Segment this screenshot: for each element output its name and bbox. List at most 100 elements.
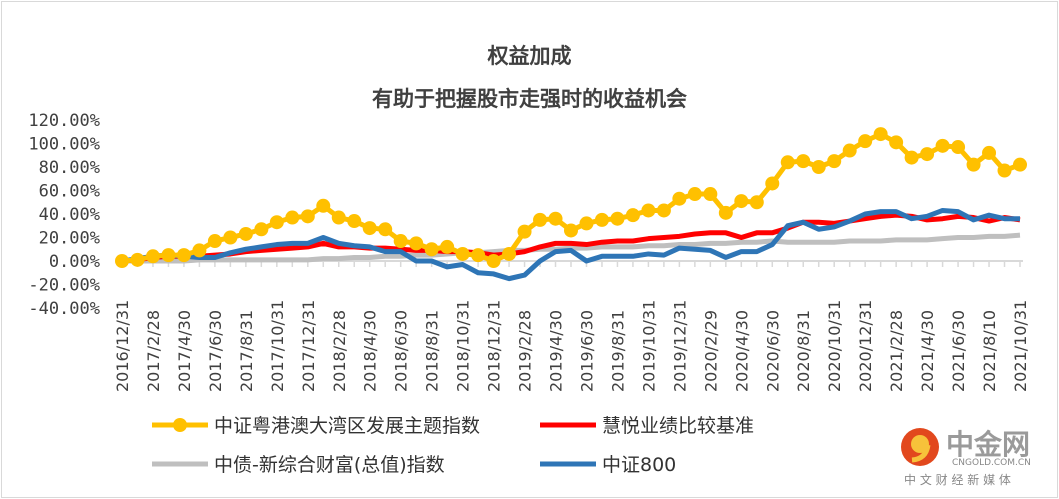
- series-0-point: [920, 147, 935, 162]
- x-tick-label: 2018/8/31: [423, 310, 442, 392]
- series-0-point: [502, 246, 517, 261]
- series-0-point: [718, 205, 733, 220]
- series-0-point: [672, 191, 687, 206]
- series-0-point: [811, 160, 826, 174]
- series-0-point: [548, 211, 563, 226]
- series-0-point: [347, 214, 362, 229]
- x-tick-label: 2018/10/31: [454, 300, 473, 392]
- series-0-point: [873, 127, 888, 142]
- legend-label: 中证粤港澳大湾区发展主题指数: [214, 415, 481, 437]
- series-0-point: [254, 222, 269, 237]
- legend-line-gray-icon: [152, 461, 208, 466]
- logo-icon: [901, 428, 939, 466]
- y-tick-label: 100.00%: [28, 135, 100, 155]
- series-0-point: [316, 198, 331, 213]
- series-line-3: [121, 207, 1020, 282]
- series-0-point: [440, 239, 455, 254]
- series-0-point: [687, 187, 702, 202]
- series-0-point: [564, 223, 578, 238]
- series-0-point: [471, 248, 486, 263]
- series-0-point: [130, 252, 145, 267]
- series-0-point: [951, 140, 966, 155]
- series-0-point: [827, 154, 842, 169]
- legend-label: 中债-新综合财富(总值)指数: [214, 454, 445, 476]
- series-0-point: [889, 135, 904, 150]
- series-0-point: [176, 248, 191, 263]
- x-tick-label: 2018/2/28: [330, 310, 349, 392]
- x-tick-label: 2017/2/28: [144, 310, 163, 392]
- series-0-point: [331, 210, 346, 225]
- legend-item-1: 慧悦业绩比较基准: [540, 411, 754, 438]
- y-tick-label: -40.00%: [28, 299, 100, 319]
- chart-title: 权益加成: [487, 44, 572, 68]
- x-tick-label: 2018/6/30: [392, 310, 411, 392]
- series-0-point: [734, 194, 749, 209]
- legend-line-blue-icon: [540, 461, 596, 466]
- series-0-point: [238, 226, 253, 241]
- x-tick-label: 2020/6/30: [763, 310, 782, 392]
- x-tick-label: 2020/12/31: [856, 300, 875, 392]
- legend-item-0: 中证粤港澳大湾区发展主题指数: [152, 411, 480, 438]
- watermark-logo: 中金网 CNGOLD.COM.CN 中 文 财 经 新 媒 体: [900, 425, 1050, 495]
- x-tick-label: 2021/10/31: [1011, 300, 1030, 392]
- series-0-point: [269, 215, 284, 230]
- x-tick-label: 2020/10/31: [825, 300, 844, 392]
- series-0-point: [625, 208, 640, 223]
- series-0-point: [594, 212, 609, 227]
- series-0-point: [610, 211, 625, 226]
- legend-item-3: 中证800: [540, 450, 676, 477]
- series-0-point: [1013, 157, 1027, 172]
- series-0-point: [393, 234, 408, 249]
- legend-marker-yellow-icon: [152, 417, 208, 432]
- series-0-point: [145, 249, 160, 264]
- series-0-point: [207, 234, 222, 249]
- x-tick-label: 2017/8/31: [237, 310, 256, 392]
- series-0-point: [982, 145, 997, 160]
- chart-subtitle: 有助于把握股市走强时的收益机会: [372, 87, 687, 111]
- series-0-point: [765, 176, 780, 191]
- series-0-point: [904, 150, 919, 165]
- series-0-point: [780, 155, 795, 170]
- series-0-point: [703, 187, 718, 202]
- x-tick-label: 2019/6/30: [577, 310, 596, 392]
- series-0-point: [285, 210, 300, 225]
- x-tick-label: 2019/10/31: [639, 300, 658, 392]
- x-tick-label: 2018/12/31: [485, 300, 504, 392]
- series-0-point: [486, 254, 501, 268]
- x-tick-label: 2021/2/28: [887, 310, 906, 392]
- series-0-point: [517, 224, 532, 239]
- series-0-point: [378, 222, 393, 237]
- y-tick-label: 0.00%: [49, 252, 100, 272]
- x-tick-label: 2017/12/31: [299, 300, 318, 392]
- x-tick-label: 2020/8/31: [794, 310, 813, 392]
- series-0-point: [300, 209, 315, 224]
- x-tick-label: 2020/4/30: [732, 310, 751, 392]
- y-tick-label: 120.00%: [28, 111, 100, 131]
- legend-item-2: 中债-新综合财富(总值)指数: [152, 450, 445, 477]
- series-0-point: [409, 236, 424, 251]
- series-0-point: [192, 243, 207, 258]
- y-tick-label: -20.00%: [28, 276, 100, 296]
- logo-domain: CNGOLD.COM.CN: [952, 458, 1031, 468]
- series-0-point: [161, 248, 176, 263]
- series-0-point: [424, 242, 439, 257]
- x-tick-label: 2019/8/31: [608, 310, 627, 392]
- y-tick-label: 80.00%: [39, 158, 100, 178]
- series-0-point: [579, 216, 594, 231]
- series-0-point: [223, 230, 238, 245]
- series-0-point: [533, 212, 548, 227]
- legend-label: 慧悦业绩比较基准: [602, 415, 755, 437]
- series-0-point: [115, 254, 129, 268]
- series-0-point: [997, 163, 1012, 178]
- x-tick-label: 2019/4/30: [547, 310, 566, 392]
- series-0-point: [935, 138, 950, 153]
- series-line-1: [121, 212, 1021, 264]
- series-0-point: [455, 246, 470, 261]
- series-0-point: [656, 203, 671, 218]
- x-tick-label: 2021/8/10: [980, 310, 999, 392]
- x-tick-label: 2020/2/29: [701, 310, 720, 392]
- series-0-point: [641, 203, 656, 218]
